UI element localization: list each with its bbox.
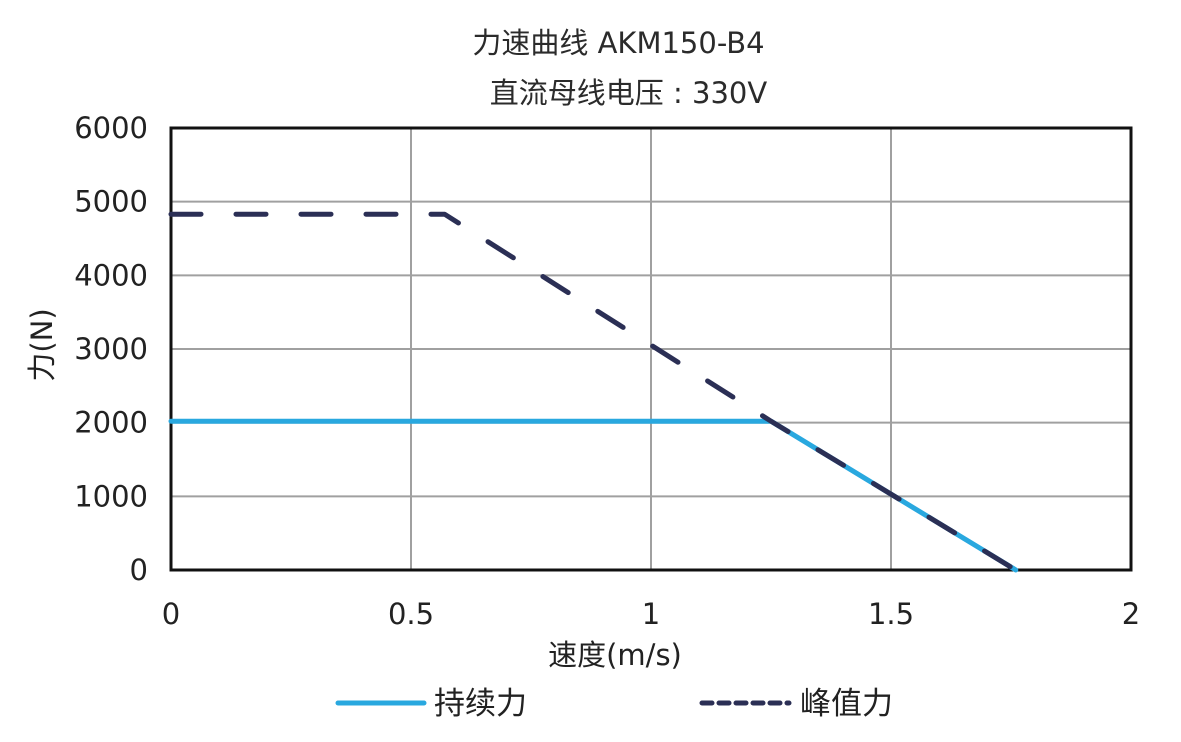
y-tick-label: 1000 [74, 479, 148, 513]
y-tick-label: 6000 [74, 111, 148, 145]
y-tick-label: 0 [130, 553, 148, 587]
plot-frame [169, 126, 1133, 572]
chart-subtitle: 直流母线电压 : 330V [489, 76, 768, 110]
y-axis-label: 力(N) [25, 308, 59, 381]
y-tick-label: 4000 [74, 258, 148, 292]
x-tick-label: 0 [162, 597, 180, 631]
chart-title: 力速曲线 AKM150-B4 [472, 26, 765, 60]
x-tick-label: 1 [642, 597, 660, 631]
y-tick-label: 5000 [74, 185, 148, 219]
y-tick-label: 3000 [74, 332, 148, 366]
series-lines [168, 211, 1019, 573]
x-tick-label: 2 [1122, 597, 1140, 631]
legend-peak-label: 峰值力 [800, 686, 893, 722]
x-axis-ticks: 0 0.5 1 1.5 2 [162, 597, 1140, 631]
y-axis-ticks: 0 1000 2000 3000 4000 5000 6000 [74, 111, 148, 587]
x-tick-label: 0.5 [388, 597, 434, 631]
peak-force-line [168, 211, 1019, 573]
x-tick-label: 1.5 [868, 597, 914, 631]
grid-lines [170, 127, 1132, 571]
legend: 持续力 峰值力 [335, 686, 893, 722]
x-axis-label: 速度(m/s) [548, 638, 682, 672]
y-tick-label: 2000 [74, 406, 148, 440]
legend-continuous-label: 持续力 [434, 686, 527, 722]
